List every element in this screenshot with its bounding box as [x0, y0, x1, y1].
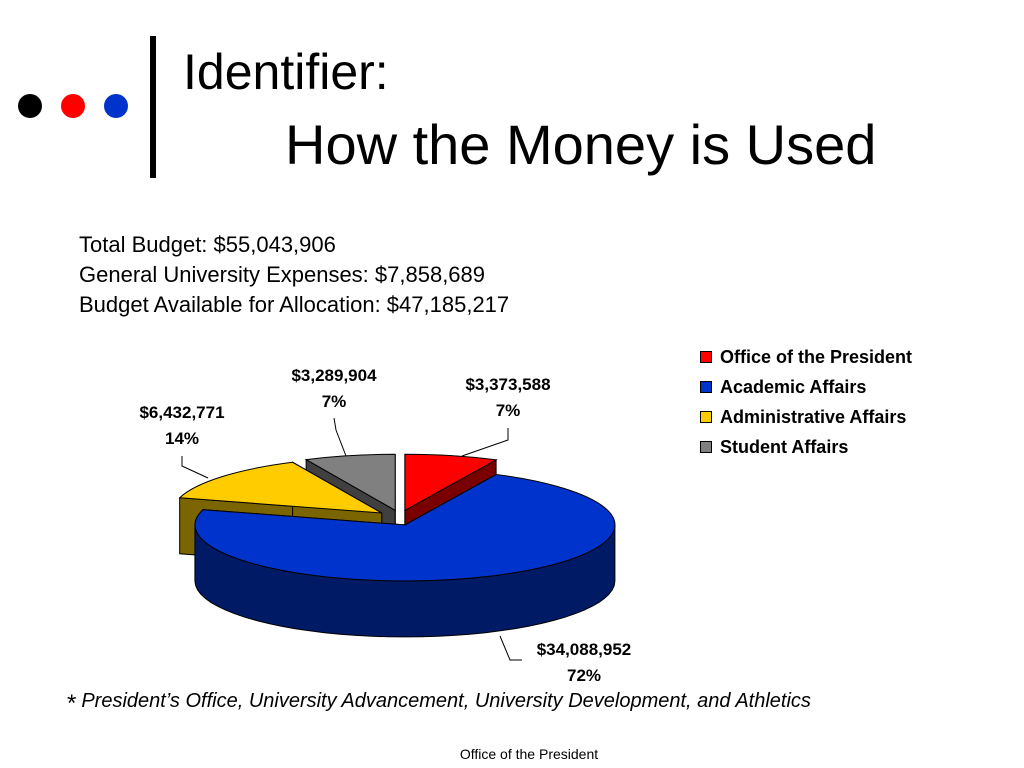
legend-label: Office of the President — [720, 347, 913, 367]
bullet-dot-blue — [104, 94, 128, 118]
leader-line — [461, 428, 509, 457]
legend-swatch — [700, 381, 712, 393]
legend-label: Administrative Affairs — [720, 407, 907, 427]
bullet-dot-black — [18, 94, 42, 118]
slice-value-label: $34,088,952 — [537, 640, 632, 659]
legend-swatch — [700, 441, 712, 453]
slice-top-face — [178, 461, 382, 514]
footnote-asterisk: * — [66, 690, 76, 717]
general-expenses-text: General University Expenses: $7,858,689 — [79, 262, 486, 287]
slice-top-face — [194, 473, 616, 582]
slice-top-face — [304, 453, 396, 512]
budget-available-text: Budget Available for Allocation: $47,185… — [79, 292, 510, 317]
data-label-administrative-affairs: $6,432,771 14% — [139, 403, 225, 479]
leader-line — [499, 635, 522, 661]
slice-percent-label: 14% — [165, 429, 199, 448]
leader-line — [181, 456, 209, 479]
data-label-student-affairs: $3,289,904 7% — [291, 366, 377, 457]
leader-line — [333, 417, 347, 457]
slide-footer: Office of the President — [459, 746, 599, 762]
slide-title-line1: Identifier: — [183, 44, 389, 100]
footnote: * President’s Office, University Advancem… — [66, 690, 811, 718]
slice-percent-label: 7% — [496, 401, 521, 420]
slice-value-label: $3,373,588 — [465, 375, 550, 394]
bullet-dot-red — [61, 94, 85, 118]
slice-value-label: $6,432,771 — [139, 403, 224, 422]
legend-label: Student Affairs — [720, 437, 849, 457]
slice-top-face — [404, 453, 498, 512]
legend-label: Academic Affairs — [720, 377, 867, 397]
slice-value-label: $3,289,904 — [291, 366, 377, 385]
data-label-office-of-the-president: $3,373,588 7% — [461, 375, 551, 457]
slice-percent-label: 72% — [567, 666, 601, 685]
data-label-academic-affairs: $34,088,952 72% — [499, 635, 632, 685]
legend-swatch — [700, 411, 712, 423]
legend-swatch — [700, 351, 712, 363]
title-divider — [150, 36, 156, 178]
total-budget-text: Total Budget: $55,043,906 — [79, 232, 336, 257]
slice-percent-label: 7% — [322, 392, 347, 411]
footnote-text: President’s Office, University Advanceme… — [81, 690, 811, 712]
slide-title-line2: How the Money is Used — [285, 113, 877, 176]
pie-slice-academic-affairs — [194, 473, 616, 638]
